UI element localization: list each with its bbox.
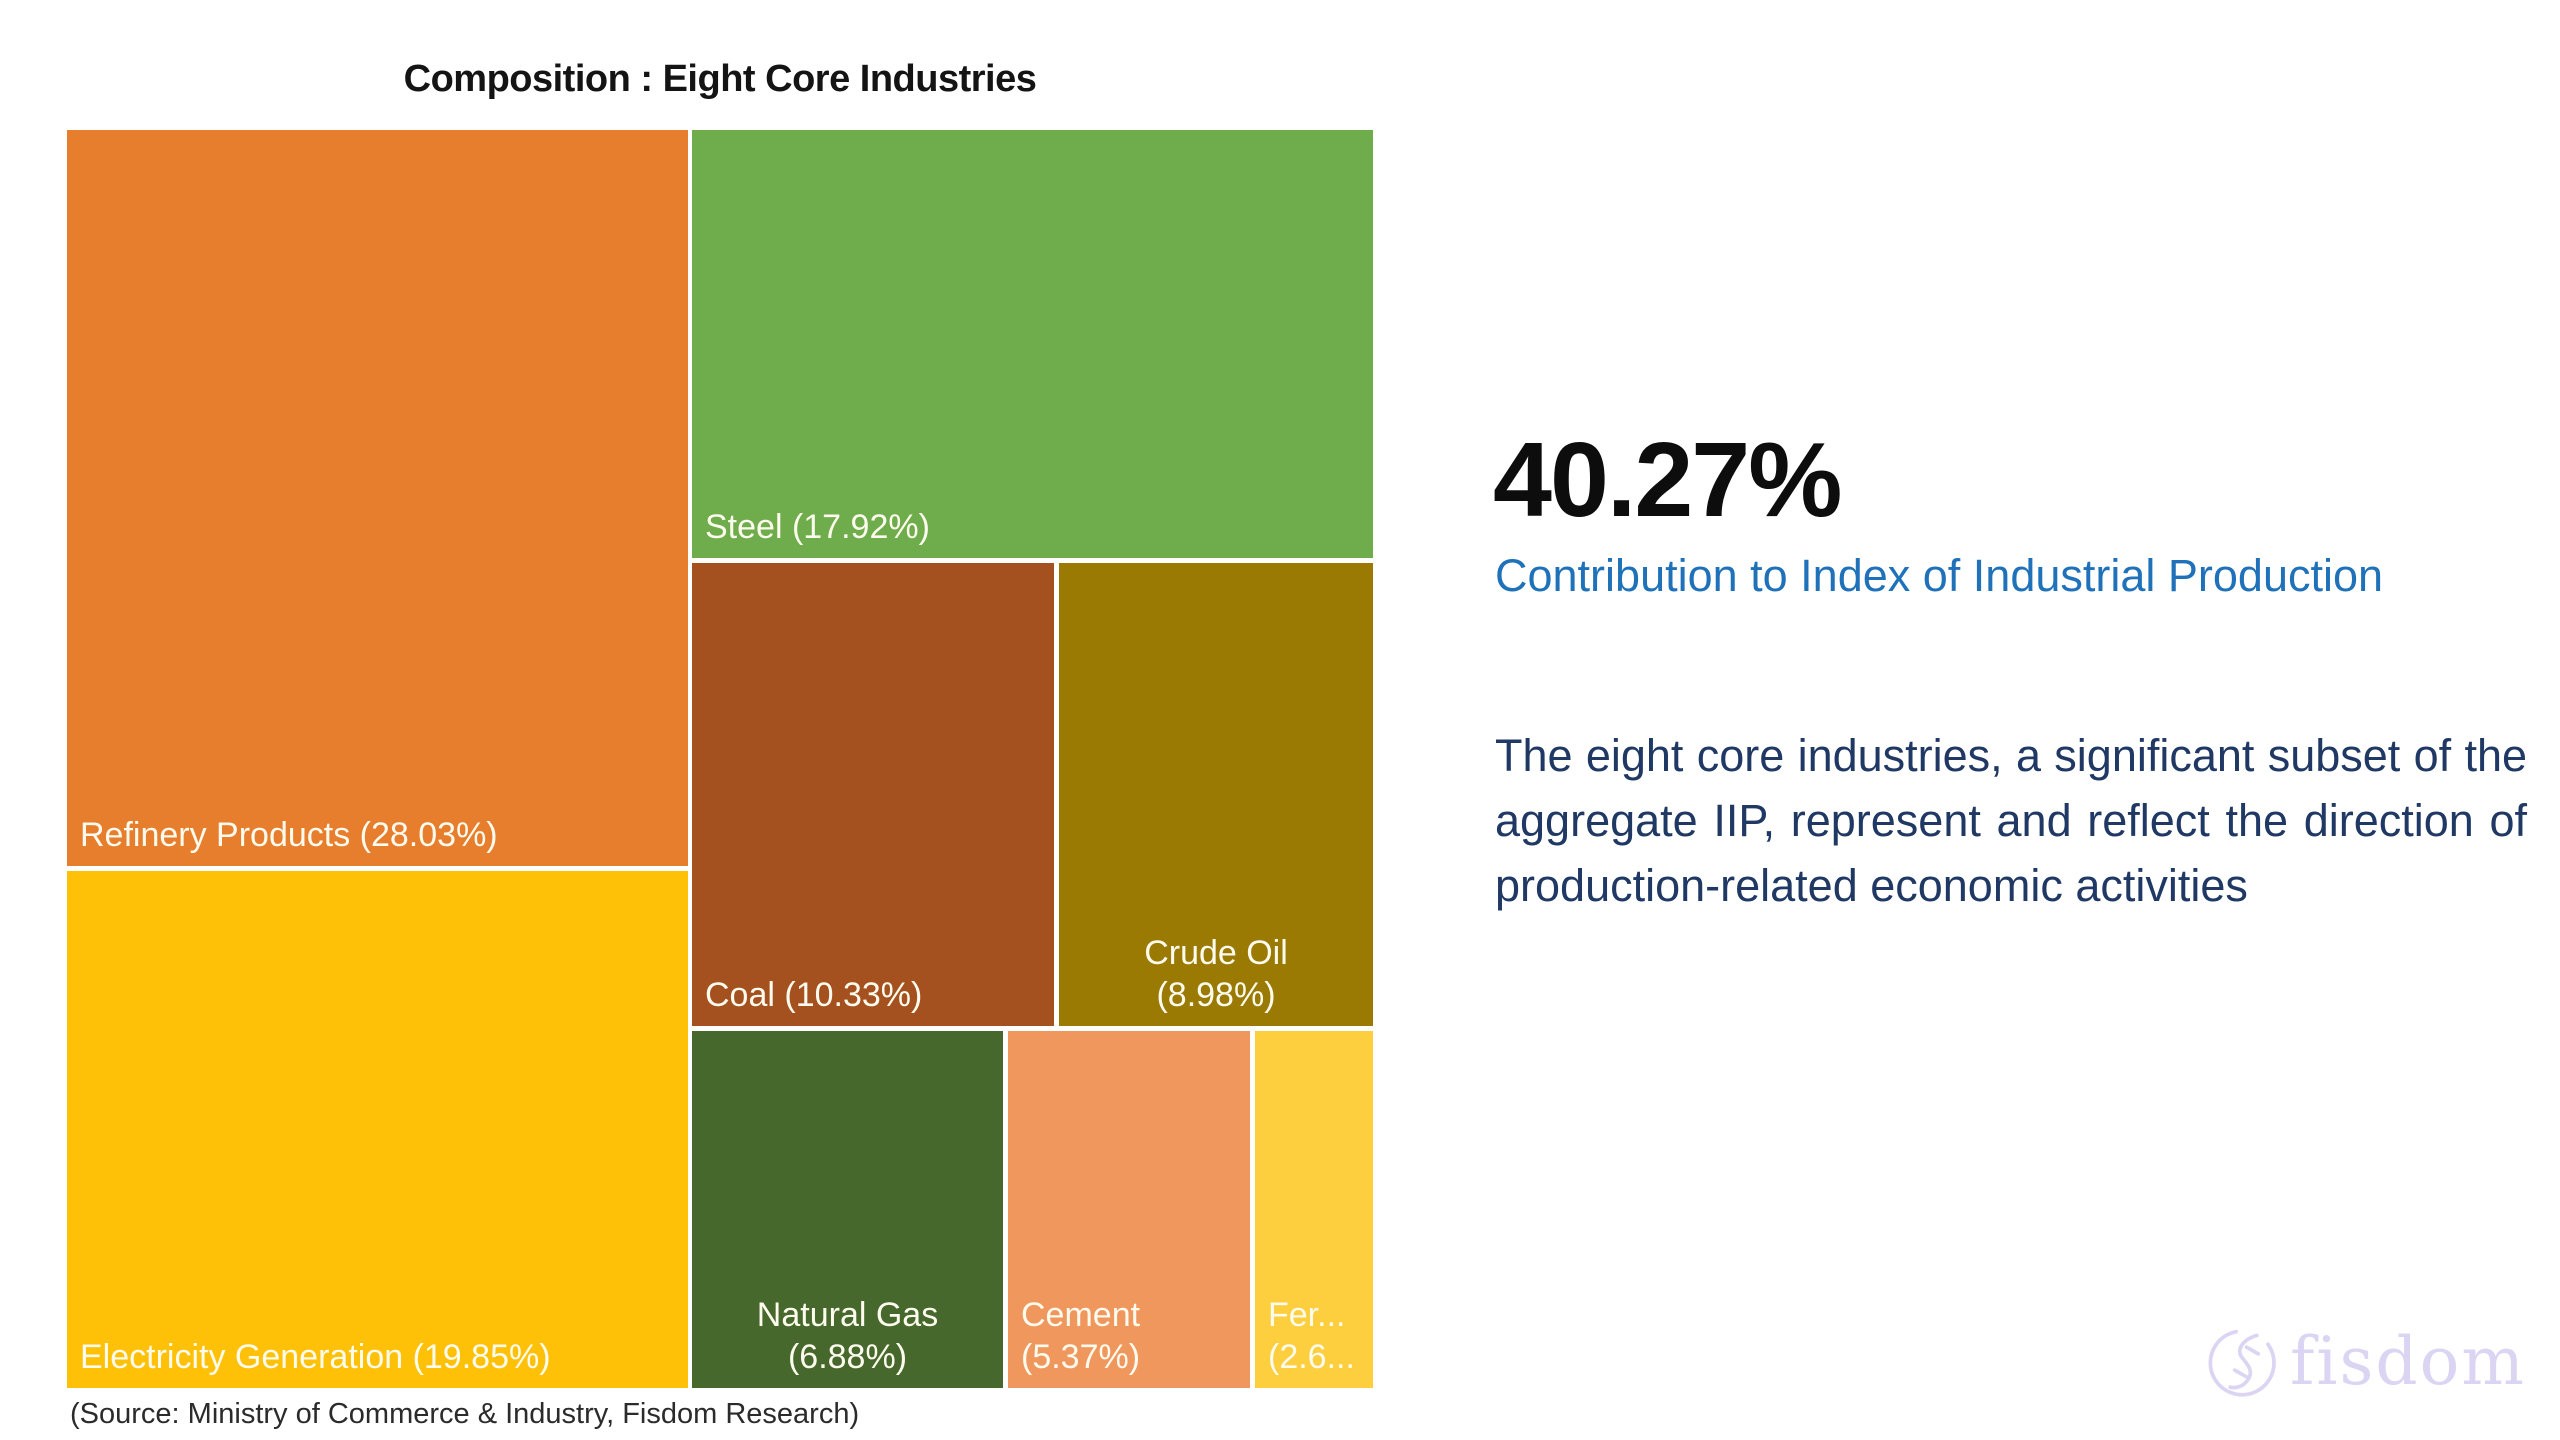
description-paragraph: The eight core industries, a significant… (1495, 730, 2527, 911)
treemap-tile-crude-oil: Crude Oil (8.98%) (1059, 563, 1373, 1026)
tile-label-steel: Steel (17.92%) (705, 507, 930, 546)
fisdom-logo-icon (2208, 1329, 2276, 1397)
tile-label-crude-oil: Crude Oil (8.98%) (1144, 934, 1288, 1014)
treemap-tile-steel: Steel (17.92%) (692, 130, 1373, 558)
fisdom-logo-text: fisdom (2290, 1323, 2526, 1400)
tile-label-fertilizers: Fer... (2.6... (1268, 1296, 1355, 1376)
treemap-tile-coal: Coal (10.33%) (692, 563, 1054, 1026)
highlight-stat-caption: Contribution to Index of Industrial Prod… (1495, 550, 2384, 601)
tile-label-electricity-generation: Electricity Generation (19.85%) (80, 1337, 551, 1376)
treemap-tile-cement: Cement (5.37%) (1008, 1031, 1250, 1388)
source-note: (Source: Ministry of Commerce & Industry… (70, 1398, 860, 1430)
highlight-stat-value: 40.27% (1493, 421, 1843, 539)
fisdom-logo: fisdom (2208, 1325, 2526, 1399)
treemap-tile-refinery-products: Refinery Products (28.03%) (67, 130, 688, 866)
tile-label-natural-gas: Natural Gas (6.88%) (756, 1296, 939, 1376)
tile-label-cement: Cement (5.37%) (1021, 1296, 1141, 1376)
treemap-tile-electricity-generation: Electricity Generation (19.85%) (67, 871, 688, 1388)
chart-title: Composition : Eight Core Industries (403, 58, 1037, 100)
tile-label-refinery-products: Refinery Products (28.03%) (80, 815, 498, 854)
treemap-tile-natural-gas: Natural Gas (6.88%) (692, 1031, 1003, 1388)
tile-label-coal: Coal (10.33%) (705, 975, 923, 1014)
treemap-tile-fertilizers: Fer... (2.6... (1255, 1031, 1373, 1388)
